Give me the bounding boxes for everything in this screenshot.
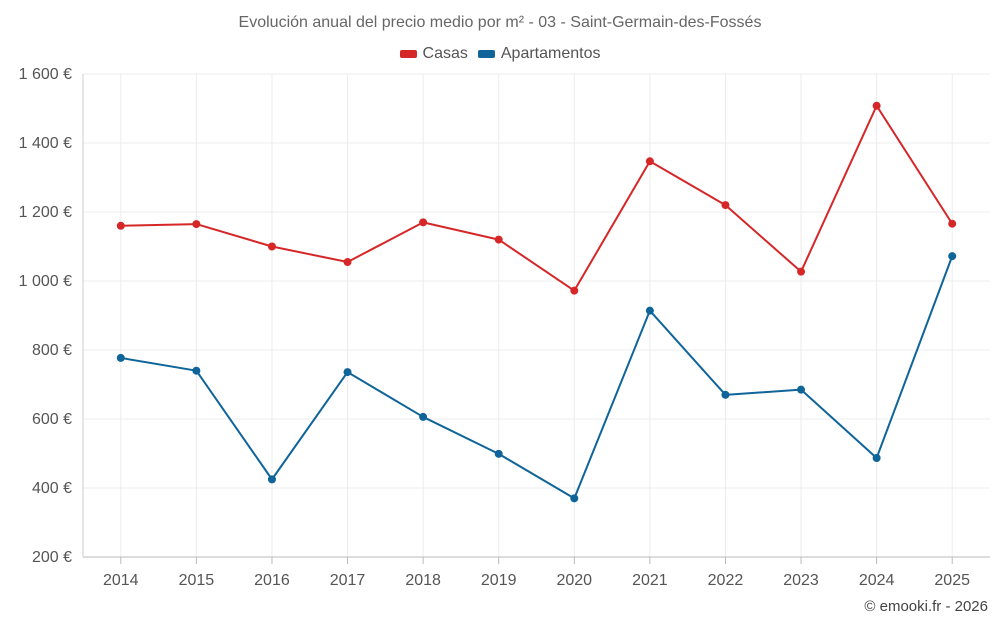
x-tick-label: 2016 (254, 572, 290, 589)
y-tick-label: 600 € (32, 411, 72, 428)
x-tick-label: 2022 (708, 572, 744, 589)
data-point-apartamentos[interactable] (192, 366, 201, 375)
x-tick-label: 2020 (556, 572, 592, 589)
axes (82, 74, 990, 564)
y-tick-label: 1 400 € (19, 135, 72, 152)
data-point-apartamentos[interactable] (797, 385, 806, 394)
legend-swatch-apartamentos (477, 50, 495, 58)
data-point-apartamentos[interactable] (419, 412, 428, 421)
x-tick-label: 2025 (934, 572, 970, 589)
y-tick-labels: 200 € 400 € 600 € 800 € 1 000 € 1 200 € 1 400 … (19, 66, 72, 566)
legend-swatch-casas (399, 50, 417, 58)
x-tick-label: 2015 (179, 572, 215, 589)
y-tick-label: 400 € (32, 480, 72, 497)
grid-lines (83, 73, 990, 557)
data-point-apartamentos[interactable] (948, 252, 957, 261)
y-tick-label: 200 € (32, 549, 72, 566)
y-tick-label: 1 000 € (19, 273, 72, 290)
chart-title: Evolución anual del precio medio por m² … (238, 14, 762, 31)
data-point-casas[interactable] (645, 157, 654, 166)
legend-item-casas[interactable]: Casas (399, 45, 468, 63)
data-point-casas[interactable] (872, 101, 881, 110)
data-point-casas[interactable] (570, 286, 579, 295)
data-point-casas[interactable] (948, 219, 957, 228)
x-tick-labels: 2014 2015 2016 2017 2018 2019 2020 2021 2022 2023… (103, 572, 970, 589)
data-point-casas[interactable] (116, 221, 125, 230)
data-point-apartamentos[interactable] (494, 449, 503, 458)
series-line-apartamentos (120, 255, 954, 500)
x-tick-label: 2014 (103, 572, 139, 589)
data-point-casas[interactable] (192, 220, 201, 229)
x-tick-label: 2017 (330, 572, 366, 589)
y-tick-label: 800 € (32, 342, 72, 359)
data-point-apartamentos[interactable] (645, 306, 654, 315)
data-point-apartamentos[interactable] (721, 390, 730, 399)
x-tick-label: 2024 (859, 572, 895, 589)
legend-item-apartamentos[interactable]: Apartamentos (477, 45, 601, 63)
legend-label-casas: Casas (422, 45, 468, 62)
data-point-apartamentos[interactable] (267, 475, 276, 484)
data-point-casas[interactable] (419, 218, 428, 227)
x-tick-label: 2018 (405, 572, 441, 589)
legend-label-apartamentos: Apartamentos (500, 45, 601, 62)
x-tick-label: 2021 (632, 572, 668, 589)
chart-legend: Casas Apartamentos (0, 45, 1000, 63)
data-point-apartamentos[interactable] (343, 368, 352, 377)
data-point-casas[interactable] (797, 267, 806, 276)
data-point-casas[interactable] (494, 235, 503, 244)
series-line-casas (120, 104, 954, 292)
data-point-apartamentos[interactable] (116, 353, 125, 362)
data-point-casas[interactable] (721, 201, 730, 210)
data-point-apartamentos[interactable] (872, 453, 881, 462)
y-tick-label: 1 600 € (19, 66, 72, 83)
series-layer (116, 101, 957, 503)
credit-text: © emooki.fr - 2026 (864, 598, 988, 615)
y-tick-label: 1 200 € (19, 204, 72, 221)
data-point-casas[interactable] (343, 258, 352, 267)
x-tick-label: 2023 (783, 572, 819, 589)
data-point-apartamentos[interactable] (570, 494, 579, 503)
x-tick-label: 2019 (481, 572, 517, 589)
data-point-casas[interactable] (267, 242, 276, 251)
